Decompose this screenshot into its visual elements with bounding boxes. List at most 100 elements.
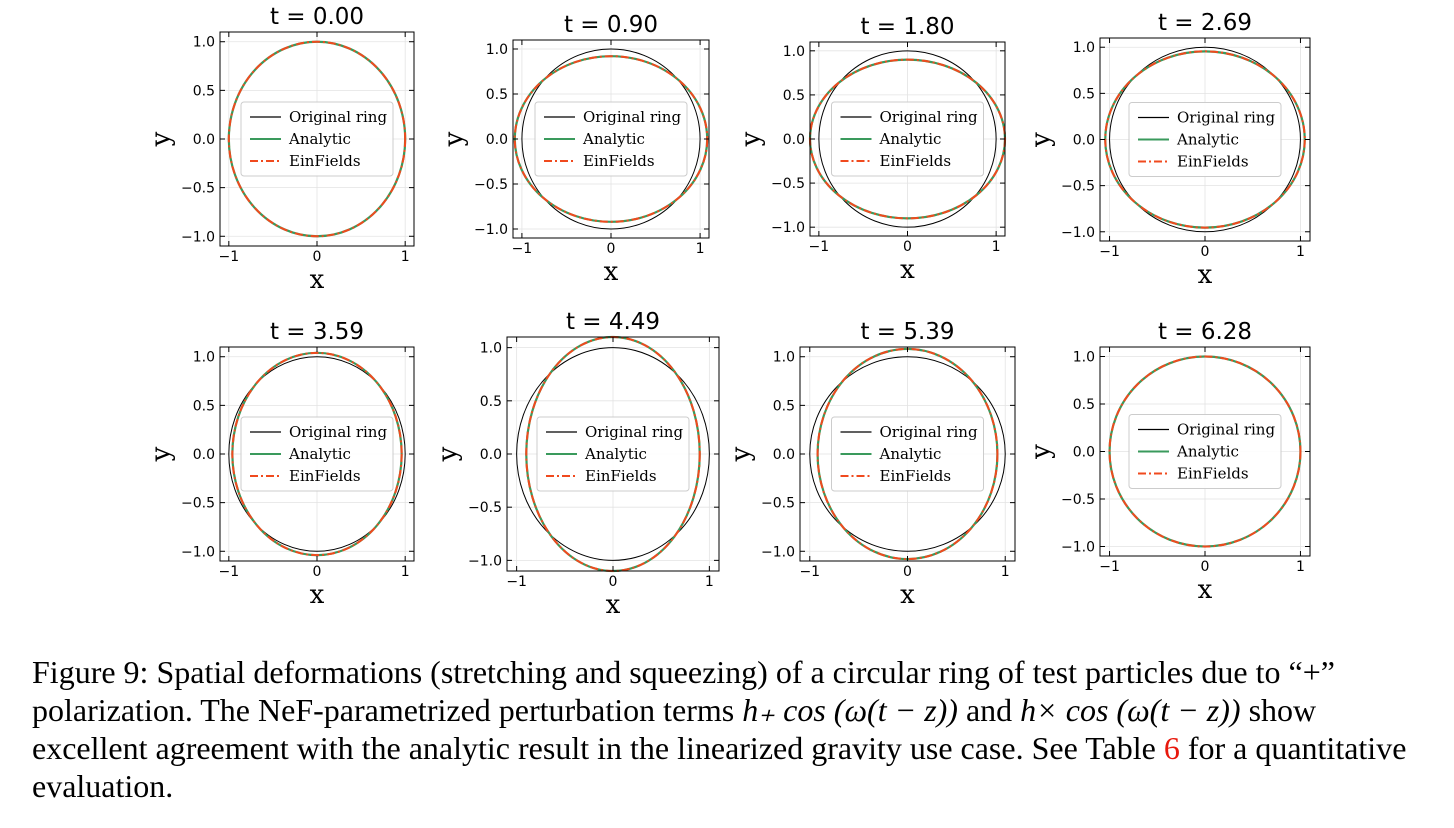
panel-2: t = 0.90 −1 0 1 1.0 0.5 0.0 −0.5 −1.0 x y Original … <box>439 12 710 287</box>
x-tick-label: 1 <box>1296 559 1305 575</box>
legend-label: EinFields <box>585 467 657 485</box>
x-tick-label: −1 <box>1099 559 1120 575</box>
legend-label: EinFields <box>1177 153 1249 171</box>
y-axis-label: y <box>439 131 469 147</box>
legend-box <box>1128 102 1282 177</box>
x-tick-label: 1 <box>1296 244 1305 260</box>
legend-label: Original ring <box>880 423 978 441</box>
legend-label: Original ring <box>880 108 978 126</box>
legend: Original ring Analytic EinFields <box>240 416 394 492</box>
y-tick-label: 0.5 <box>1073 397 1095 413</box>
legend-box <box>1128 414 1282 489</box>
x-tick-label: 1 <box>1001 564 1010 580</box>
y-tick-label: 0.0 <box>480 447 502 463</box>
legend-label: EinFields <box>289 467 361 485</box>
legend: Original ring Analytic EinFields <box>1128 414 1282 489</box>
y-tick-label: 0.0 <box>783 132 805 148</box>
legend: Original ring Analytic EinFields <box>240 101 394 177</box>
legend: Original ring Analytic EinFields <box>536 416 690 492</box>
panel-title: t = 0.00 <box>270 4 364 30</box>
legend-box <box>831 416 984 492</box>
legend-label: Analytic <box>582 130 645 148</box>
x-tick-label: 0 <box>313 249 322 265</box>
y-tick-label: 1.0 <box>1073 40 1095 56</box>
legend-label: Analytic <box>1176 443 1239 461</box>
y-tick-label: 0.5 <box>783 88 805 104</box>
x-tick-label: 1 <box>401 249 410 265</box>
y-tick-label: 1.0 <box>480 341 502 357</box>
y-tick-label: −0.5 <box>468 500 502 516</box>
y-tick-label: 0.0 <box>193 447 215 463</box>
legend-label: EinFields <box>880 467 952 485</box>
ring-original-ring <box>516 347 710 561</box>
x-tick-label: −1 <box>218 249 239 265</box>
panel-7: t = 5.39 −1 0 1 1.0 0.5 0.0 −0.5 −1.0 x y Original … <box>726 319 1016 610</box>
ring-einfields <box>227 40 407 238</box>
caption-text-4: for a quantitative evaluation. <box>32 730 1407 804</box>
y-tick-label: −1.0 <box>468 553 502 569</box>
figure-panels: t = 0.00 −1 0 1 1.0 0.5 0.0 −0.5 −1.0 x y Original … <box>146 4 1311 620</box>
y-tick-label: −0.5 <box>474 177 508 193</box>
caption-text-2: and <box>965 692 1013 728</box>
ring-original-ring <box>818 50 997 228</box>
x-axis-label: x <box>604 257 619 287</box>
legend-label: EinFields <box>880 152 952 170</box>
y-tick-label: 0.5 <box>480 394 502 410</box>
x-axis-label: x <box>606 590 621 620</box>
x-tick-label: 0 <box>313 564 322 580</box>
y-tick-label: −1.0 <box>474 222 508 238</box>
x-tick-label: 0 <box>609 574 618 590</box>
ring-original-ring <box>1109 46 1301 233</box>
legend-label: Analytic <box>1176 131 1239 149</box>
ring-einfields <box>231 351 403 557</box>
y-tick-label: 0.0 <box>486 132 508 148</box>
legend-label: Analytic <box>288 445 351 463</box>
ring-einfields <box>1108 355 1302 548</box>
ring-original-ring <box>809 356 1006 552</box>
legend-label: Original ring <box>585 423 683 441</box>
x-tick-label: 1 <box>705 574 714 590</box>
y-axis-label: y <box>146 446 176 462</box>
y-tick-label: −0.5 <box>181 496 215 512</box>
figure-caption: Figure 9: Spatial deformations (stretchi… <box>32 653 1427 805</box>
y-tick-label: 1.0 <box>193 35 215 51</box>
caption-math-hplus: h₊ cos (ω(t − z)) <box>742 692 958 728</box>
legend-label: Original ring <box>1177 109 1275 127</box>
y-axis-label: y <box>1026 132 1056 148</box>
x-tick-label: 0 <box>607 241 616 257</box>
legend-box <box>240 101 394 177</box>
x-tick-label: −1 <box>1099 244 1120 260</box>
panel-title: t = 2.69 <box>1158 10 1252 36</box>
x-axis-label: x <box>900 255 915 285</box>
y-tick-label: 1.0 <box>486 42 508 58</box>
y-tick-label: −1.0 <box>771 220 805 236</box>
y-tick-label: 0.0 <box>1073 445 1095 461</box>
x-tick-label: −1 <box>218 564 239 580</box>
y-tick-label: −1.0 <box>1061 225 1095 241</box>
y-tick-label: 0.0 <box>193 132 215 148</box>
y-tick-label: 0.5 <box>193 398 215 414</box>
table-reference-link[interactable]: 6 <box>1163 730 1180 766</box>
y-tick-label: −0.5 <box>761 496 795 512</box>
legend-label: Original ring <box>583 108 681 126</box>
x-tick-label: −1 <box>809 239 830 255</box>
y-tick-label: 1.0 <box>1073 350 1095 366</box>
panel-5: t = 3.59 −1 0 1 1.0 0.5 0.0 −0.5 −1.0 x y Original … <box>146 319 415 610</box>
y-tick-label: 1.0 <box>783 44 805 60</box>
ring-original-ring <box>521 48 701 230</box>
y-tick-label: −0.5 <box>771 176 805 192</box>
panel-6: t = 4.49 −1 0 1 1.0 0.5 0.0 −0.5 −1.0 x y Original … <box>433 309 720 620</box>
panel-title: t = 4.49 <box>566 309 660 335</box>
x-tick-label: −1 <box>512 241 533 257</box>
x-tick-label: 1 <box>401 564 410 580</box>
x-tick-label: 0 <box>903 239 912 255</box>
ring-original-ring <box>228 356 406 552</box>
x-tick-label: 0 <box>903 564 912 580</box>
panel-title: t = 1.80 <box>860 14 954 40</box>
y-axis-label: y <box>726 446 756 462</box>
legend-label: Analytic <box>879 445 942 463</box>
x-tick-label: −1 <box>799 564 820 580</box>
y-tick-label: −1.0 <box>181 229 215 245</box>
y-tick-label: 0.0 <box>1073 133 1095 149</box>
panel-title: t = 5.39 <box>860 319 954 345</box>
